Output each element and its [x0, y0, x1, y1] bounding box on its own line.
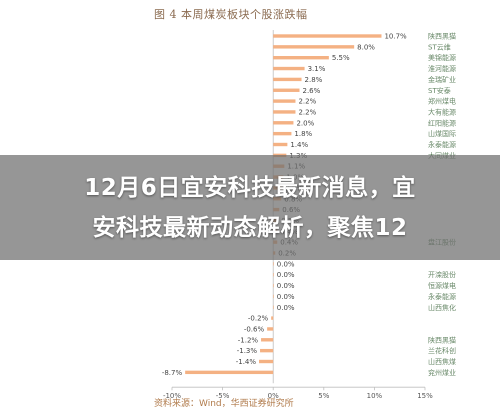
chart-title: 图 4 本周煤炭板块个股涨跌幅 — [154, 8, 308, 21]
headline-line-1: 12月6日宜安科技最新消息，宜 — [84, 175, 416, 201]
bar — [273, 273, 274, 277]
x-tick-label: 10% — [367, 392, 383, 400]
value-label: 2.2% — [298, 108, 316, 116]
value-label: 0.0% — [277, 282, 295, 290]
value-label: 0.0% — [277, 293, 295, 301]
bar — [259, 359, 274, 364]
bar — [273, 99, 296, 103]
bar — [273, 66, 305, 71]
category-label: 郑州煤电 — [428, 97, 456, 106]
value-label: 2.0% — [296, 119, 314, 127]
bar — [273, 142, 288, 147]
bar — [273, 34, 382, 38]
category-label: 山西焦煤 — [428, 357, 456, 366]
value-label: -1.2% — [238, 336, 259, 344]
value-label: 1.8% — [294, 130, 312, 138]
bar — [261, 338, 274, 342]
value-label: 1.4% — [290, 141, 308, 149]
value-label: 0.0% — [277, 304, 295, 312]
value-label: -0.2% — [248, 315, 269, 323]
bar — [273, 121, 294, 125]
category-label: 美锦能源 — [428, 53, 456, 62]
category-label: 开滦股份 — [428, 270, 456, 279]
category-label: ST安泰 — [428, 86, 451, 95]
category-label: 兰花科创 — [428, 346, 456, 355]
category-label: ST云维 — [428, 42, 451, 51]
value-label: -1.3% — [237, 347, 258, 355]
x-tick-label: 0% — [268, 392, 279, 400]
category-label: 恒源煤电 — [428, 281, 456, 290]
bar — [273, 262, 274, 266]
value-label: 0.0% — [277, 271, 295, 279]
bar — [267, 327, 274, 331]
headline: 12月6日宜安科技最新消息，宜 安科技最新动态解析，聚焦12 — [0, 168, 500, 248]
value-label: 5.5% — [332, 54, 350, 62]
category-label: 金瑞矿业 — [428, 75, 456, 84]
value-label: 2.8% — [305, 76, 323, 84]
source-note: 资料来源：Wind，华西证券研究所 — [154, 399, 294, 409]
x-tick-label: 15% — [417, 392, 433, 400]
bar — [273, 305, 274, 309]
bar — [273, 77, 302, 82]
value-label: 10.7% — [384, 33, 407, 41]
value-label: 3.1% — [308, 65, 326, 73]
x-tick-label: -5% — [216, 392, 230, 400]
value-label: -1.4% — [236, 358, 257, 366]
x-tick-label: -10% — [163, 392, 181, 400]
bar — [271, 316, 274, 320]
category-label: 淮河能源 — [428, 64, 456, 73]
headline-overlay — [0, 155, 500, 260]
bar — [273, 56, 329, 60]
category-label: 山西焦化 — [428, 303, 456, 312]
value-label: -0.6% — [244, 325, 265, 333]
value-label: 2.6% — [303, 87, 321, 95]
bar — [273, 131, 292, 136]
value-label: 2.2% — [298, 98, 316, 106]
bar — [260, 348, 274, 353]
bar — [273, 294, 274, 299]
value-label: 0.0% — [277, 260, 295, 268]
value-label: 8.0% — [357, 43, 375, 51]
value-label: -8.7% — [162, 369, 183, 377]
bar — [185, 370, 274, 375]
category-label: 兖州煤业 — [428, 368, 456, 377]
bar — [273, 45, 355, 49]
bar — [273, 283, 274, 288]
x-tick-label: 5% — [318, 392, 329, 400]
headline-line-2: 安科技最新动态解析，聚焦12 — [92, 215, 408, 241]
category-label: 永泰能源 — [428, 292, 456, 301]
category-label: 陕西黑猫 — [428, 335, 456, 344]
category-label: 大有能源 — [428, 107, 456, 116]
bar — [273, 110, 296, 114]
category-label: 红阳能源 — [428, 118, 456, 127]
category-label: 陕西黑猫 — [428, 32, 456, 41]
category-label: 山煤国际 — [428, 129, 456, 138]
category-label: 永泰能源 — [428, 140, 456, 149]
bar — [273, 88, 300, 92]
